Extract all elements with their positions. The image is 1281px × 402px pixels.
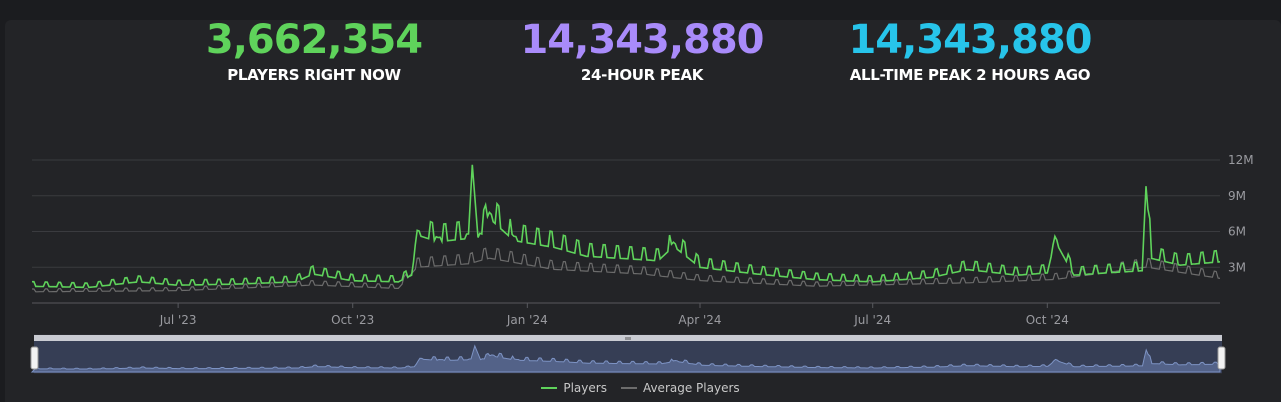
- y-tick-label: 12M: [1228, 153, 1254, 167]
- stat-value: 14,343,880: [848, 17, 1092, 63]
- stat-label: 24-HOUR PEAK: [580, 66, 704, 84]
- navigator-series: [30, 344, 1221, 373]
- stat-label: ALL-TIME PEAK 2 HOURS AGO: [849, 66, 1091, 84]
- navigator-handle-right[interactable]: [1217, 346, 1226, 370]
- x-tick-label: Apr '24: [678, 313, 721, 327]
- stat-value: 3,662,354: [205, 17, 423, 63]
- y-axis-ticks: 3M 6M 9M 12M: [1228, 153, 1254, 274]
- stat-24h-peak: 14,343,880 24-HOUR PEAK: [504, 16, 780, 86]
- navigator-handle-left[interactable]: [30, 346, 39, 370]
- series-line-players[interactable]: [32, 164, 1221, 289]
- series-layer: [32, 164, 1221, 293]
- legend-item-players[interactable]: Players: [541, 381, 607, 395]
- x-tick-label: Jul '24: [853, 313, 891, 327]
- y-tick-label: 9M: [1228, 189, 1246, 203]
- stat-all-time-peak: 14,343,880 ALL-TIME PEAK 2 HOURS AGO: [822, 16, 1118, 86]
- legend-label: Players: [563, 381, 607, 395]
- grid-lines: [32, 159, 1220, 268]
- x-tick-label: Oct '24: [1026, 313, 1069, 327]
- legend-label: Average Players: [642, 381, 740, 395]
- series-line-average-players[interactable]: [32, 247, 1221, 293]
- stat-value: 14,343,880: [520, 17, 764, 63]
- legend: Players Average Players: [0, 381, 1281, 395]
- x-tick-label: Jul '23: [159, 313, 197, 327]
- y-tick-label: 3M: [1228, 260, 1246, 274]
- x-axis-ticks: Jul '23 Oct '23 Jan '24 Apr '24 Jul '24 Oct '…: [159, 303, 1069, 327]
- stat-players-now: 3,662,354 PLAYERS RIGHT NOW: [194, 16, 434, 86]
- stat-label: PLAYERS RIGHT NOW: [227, 66, 401, 84]
- legend-item-average-players[interactable]: Average Players: [620, 381, 740, 395]
- x-tick-label: Oct '23: [331, 313, 374, 327]
- legend-swatch-average: [620, 387, 637, 389]
- y-tick-label: 6M: [1228, 225, 1246, 239]
- legend-swatch-players: [541, 387, 558, 389]
- scrollbar-grip-icon[interactable]: [625, 337, 631, 340]
- x-tick-label: Jan '24: [506, 313, 548, 327]
